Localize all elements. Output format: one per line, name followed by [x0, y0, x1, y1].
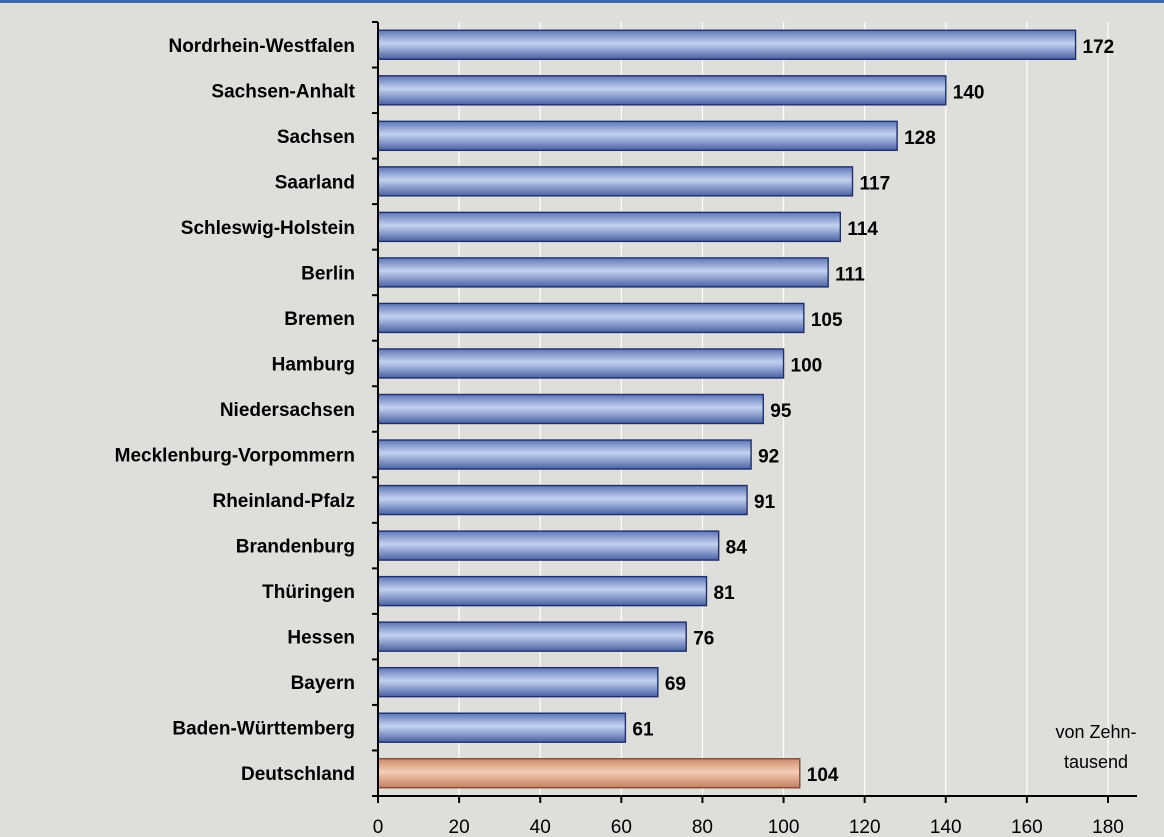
bar-schleswig-holstein: [377, 211, 842, 243]
category-label-brandenburg: Brandenburg: [236, 537, 355, 558]
x-tick-label-140: 140: [930, 817, 962, 837]
x-tick-label-0: 0: [373, 817, 384, 837]
value-label-sachsen-anhalt: 140: [953, 82, 985, 103]
bar-hamburg: [377, 348, 785, 379]
bars: [377, 29, 1077, 789]
value-label-th-ringen: 81: [714, 583, 736, 604]
category-label-schleswig-holstein: Schleswig-Holstein: [181, 218, 355, 239]
value-label-nordrhein-westfalen: 172: [1083, 37, 1115, 58]
value-label-bayern: 69: [665, 674, 686, 695]
bar-th-ringen: [377, 575, 708, 607]
unit-label-line1: von Zehn-: [1055, 722, 1136, 742]
x-tick-label-160: 160: [1011, 817, 1043, 837]
bar-sachsen-anhalt: [377, 75, 947, 106]
category-label-sachsen: Sachsen: [277, 127, 355, 148]
bar-deutschland: [377, 758, 801, 789]
value-label-mecklenburg-vorpommern: 92: [758, 447, 779, 468]
labels: 0 20 40 60 80 100 120 140 160 180 Nordrhein-Westfa…: [115, 36, 1124, 837]
value-label-baden-w-rttemberg: 61: [632, 720, 654, 741]
bar-sachsen: [377, 120, 898, 152]
value-label-schleswig-holstein: 114: [847, 219, 878, 240]
value-label-sachsen: 128: [904, 128, 936, 149]
value-label-brandenburg: 84: [726, 538, 748, 559]
bar-nordrhein-westfalen: [377, 29, 1077, 60]
category-label-saarland: Saarland: [275, 172, 355, 193]
value-label-niedersachsen: 95: [770, 401, 792, 422]
bar-mecklenburg-vorpommern: [377, 439, 752, 470]
category-label-berlin: Berlin: [301, 263, 355, 284]
value-label-deutschland: 104: [807, 765, 839, 786]
category-label-deutschland: Deutschland: [241, 764, 355, 785]
bar-bremen: [377, 302, 805, 334]
bar-brandenburg: [377, 530, 720, 561]
category-label-bremen: Bremen: [284, 309, 355, 330]
bar-rheinland-pfalz: [377, 484, 748, 516]
x-tick-label-180: 180: [1092, 817, 1124, 837]
value-label-bremen: 105: [811, 310, 843, 331]
category-label-bayern: Bayern: [291, 673, 355, 694]
value-label-hamburg: 100: [791, 355, 823, 376]
bar-hessen: [377, 621, 687, 652]
category-label-hessen: Hessen: [287, 628, 355, 649]
category-label-rheinland-pfalz: Rheinland-Pfalz: [212, 491, 355, 512]
unit-label-line2: tausend: [1064, 752, 1128, 772]
category-label-mecklenburg-vorpommern: Mecklenburg-Vorpommern: [115, 446, 355, 467]
bar-baden-w-rttemberg: [377, 712, 627, 743]
category-label-hamburg: Hamburg: [272, 354, 355, 375]
bar-bayern: [377, 666, 659, 698]
value-label-hessen: 76: [693, 629, 714, 650]
category-label-nordrhein-westfalen: Nordrhein-Westfalen: [168, 36, 355, 57]
x-tick-label-60: 60: [611, 817, 632, 837]
bar-saarland: [377, 166, 854, 197]
x-tick-label-40: 40: [530, 817, 551, 837]
top-rule: [0, 0, 1164, 3]
bar-berlin: [377, 257, 829, 288]
value-label-rheinland-pfalz: 91: [754, 492, 776, 513]
x-tick-label-120: 120: [849, 817, 881, 837]
category-label-th-ringen: Thüringen: [262, 582, 355, 603]
value-label-saarland: 117: [860, 173, 891, 194]
category-label-niedersachsen: Niedersachsen: [220, 400, 355, 421]
x-tick-label-100: 100: [768, 817, 800, 837]
category-label-sachsen-anhalt: Sachsen-Anhalt: [211, 81, 355, 102]
category-label-baden-w-rttemberg: Baden-Württemberg: [172, 719, 355, 740]
x-tick-label-20: 20: [449, 817, 470, 837]
axes: [372, 21, 1137, 803]
x-tick-label-80: 80: [692, 817, 713, 837]
value-label-berlin: 111: [835, 264, 865, 285]
bar-niedersachsen: [377, 393, 764, 425]
